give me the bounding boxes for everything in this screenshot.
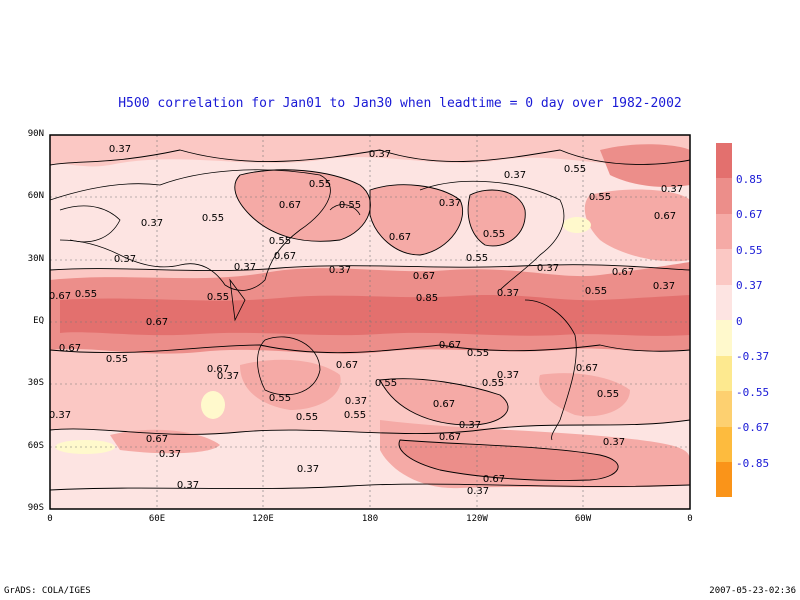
contour-label: 0.67 <box>336 360 358 371</box>
contour-label: 0.67 <box>389 232 411 243</box>
contour-label: 0.55 <box>585 286 607 297</box>
y-tick-label: 60N <box>27 191 44 201</box>
contour-label: 0.55 <box>564 164 586 175</box>
contour-label: 0.67 <box>576 363 598 374</box>
x-tick-label: 0 <box>47 514 53 524</box>
map-frame <box>49 134 691 510</box>
contour-label: 0.37 <box>537 263 559 274</box>
contour-label: 0.37 <box>217 371 239 382</box>
colorbar-label: 0.85 <box>736 173 763 186</box>
colorbar-label: 0 <box>736 315 743 328</box>
contour-label: 0.37 <box>467 486 489 497</box>
contour-label: 0.37 <box>177 480 199 491</box>
contour-label: 0.37 <box>114 254 136 265</box>
y-tick-label: 90S <box>27 503 44 513</box>
contour-label: 0.37 <box>603 437 625 448</box>
contour-label: 0.55 <box>482 378 504 389</box>
x-tick-label: 60W <box>574 514 592 524</box>
contour-label: 0.55 <box>202 213 224 224</box>
contour-label: 0.55 <box>466 253 488 264</box>
contour-label: 0.55 <box>106 354 128 365</box>
contour-label: 0.37 <box>49 410 71 421</box>
footer-timestamp: 2007-05-23-02:36 <box>709 586 796 596</box>
footer-credit: GrADS: COLA/IGES <box>4 586 91 596</box>
y-tick-label: 90N <box>27 129 44 139</box>
colorbar-label: -0.37 <box>736 350 770 363</box>
y-tick-label: 30N <box>27 254 44 264</box>
contour-label: 0.37 <box>141 218 163 229</box>
contour-label: 0.55 <box>269 236 291 247</box>
x-tick-label: 120W <box>466 514 488 524</box>
y-tick-label: EQ <box>33 316 44 326</box>
contour-label: 0.37 <box>329 265 351 276</box>
contour-label: 0.67 <box>49 291 71 302</box>
contour-label: 0.37 <box>234 262 256 273</box>
contour-label: 0.67 <box>274 251 296 262</box>
contour-label: 0.55 <box>296 412 318 423</box>
contour-label: 0.37 <box>369 149 391 160</box>
contour-label: 0.67 <box>279 200 301 211</box>
colorbar <box>716 143 732 497</box>
contour-label: 0.37 <box>297 464 319 475</box>
contour-label: 0.55 <box>375 378 397 389</box>
contour-label: 0.37 <box>459 420 481 431</box>
contour-label: 0.67 <box>483 474 505 485</box>
contour-label: 0.55 <box>597 389 619 400</box>
contour-label: 0.55 <box>483 229 505 240</box>
contour-label: 0.37 <box>497 288 519 299</box>
colorbar-label: 0.37 <box>736 279 763 292</box>
contour-label: 0.55 <box>339 200 361 211</box>
contour-lines <box>50 149 690 491</box>
colorbar-label: -0.55 <box>736 386 770 399</box>
contour-label: 0.67 <box>413 271 435 282</box>
contour-label: 0.37 <box>159 449 181 460</box>
contour-label: 0.37 <box>345 396 367 407</box>
contour-label: 0.37 <box>439 198 461 209</box>
contour-label: 0.67 <box>207 364 229 375</box>
contour-label: 0.67 <box>612 267 634 278</box>
grid-lines <box>50 135 690 509</box>
contour-label: 0.67 <box>59 343 81 354</box>
contour-label: 0.55 <box>309 179 331 190</box>
contour-label: 0.37 <box>497 370 519 381</box>
contour-label-group: 0.37 0.37 0.37 0.55 0.55 0.67 0.55 0.37 … <box>49 144 683 497</box>
colorbar-label: 0.55 <box>736 244 763 257</box>
y-tick-label: 30S <box>27 378 44 388</box>
contour-label: 0.67 <box>146 434 168 445</box>
chart-title: H500 correlation for Jan01 to Jan30 when… <box>118 96 682 111</box>
contour-label: 0.55 <box>467 348 489 359</box>
contour-label: 0.85 <box>416 293 438 304</box>
colorbar-label: 0.67 <box>736 208 763 221</box>
colorbar-label: -0.85 <box>736 457 770 470</box>
contour-label: 0.67 <box>439 340 461 351</box>
contour-label: 0.37 <box>653 281 675 292</box>
contour-label: 0.67 <box>654 211 676 222</box>
y-tick-label: 60S <box>27 441 44 451</box>
contour-label: 0.67 <box>439 432 461 443</box>
contour-label: 0.55 <box>207 292 229 303</box>
contour-label: 0.55 <box>269 393 291 404</box>
contour-label: 0.67 <box>146 317 168 328</box>
x-tick-label: 180 <box>361 514 379 524</box>
contour-label: 0.37 <box>504 170 526 181</box>
colorbar-label: -0.67 <box>736 421 770 434</box>
contour-label: 0.67 <box>433 399 455 410</box>
contour-label: 0.55 <box>75 289 97 300</box>
contour-label: 0.37 <box>109 144 131 155</box>
contour-label: 0.37 <box>661 184 683 195</box>
contour-label: 0.55 <box>589 192 611 203</box>
x-tick-label: 120E <box>252 514 274 524</box>
coastlines <box>50 169 577 441</box>
contour-label: 0.55 <box>344 410 366 421</box>
x-tick-label: 0 <box>687 514 693 524</box>
x-tick-label: 60E <box>148 514 166 524</box>
